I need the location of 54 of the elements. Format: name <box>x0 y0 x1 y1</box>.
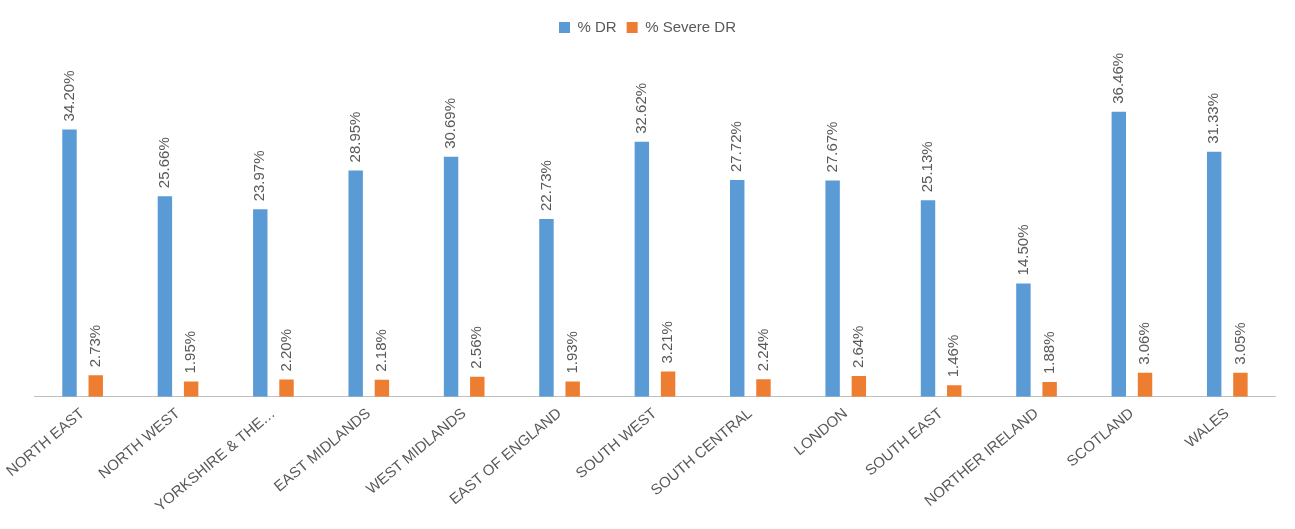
data-label: 1.88% <box>1039 331 1057 375</box>
bar <box>470 376 485 397</box>
bar <box>88 375 103 397</box>
data-label: 2.64% <box>849 325 866 369</box>
bar <box>851 376 867 397</box>
data-label: 3.05% <box>1230 322 1248 365</box>
bar <box>947 385 962 397</box>
bar <box>1111 111 1127 397</box>
bar <box>1206 151 1222 397</box>
data-label: 1.95% <box>181 330 199 374</box>
data-label: 22.73% <box>536 160 554 212</box>
bar <box>825 180 840 397</box>
data-label: 25.66% <box>155 137 173 189</box>
bar <box>443 156 459 397</box>
data-label: 25.13% <box>918 141 936 193</box>
data-label: 1.93% <box>562 331 580 374</box>
bar <box>253 209 268 397</box>
data-label: 27.67% <box>822 121 840 173</box>
bar <box>348 170 363 397</box>
bar <box>565 381 580 397</box>
data-label: 27.72% <box>727 121 745 173</box>
data-label: 28.95% <box>345 111 363 163</box>
bar <box>62 129 77 397</box>
data-label: 14.50% <box>1013 224 1031 276</box>
bar <box>920 200 936 397</box>
data-label: 2.18% <box>372 329 390 372</box>
bar <box>157 196 173 397</box>
bar <box>183 381 199 397</box>
legend-label: % DR <box>577 17 617 35</box>
bar <box>660 371 676 397</box>
bar <box>1137 372 1153 397</box>
data-label: 2.20% <box>276 328 294 372</box>
data-label: 2.73% <box>85 324 103 368</box>
data-label: 32.62% <box>631 82 649 134</box>
data-label: 31.33% <box>1204 92 1222 144</box>
legend-label: % Severe DR <box>645 17 737 35</box>
bar <box>730 180 745 397</box>
data-label: 3.21% <box>658 321 676 364</box>
bar <box>279 379 294 397</box>
bar <box>374 379 390 397</box>
data-label: 3.06% <box>1135 322 1153 365</box>
bar <box>1016 283 1031 397</box>
bar <box>756 379 771 397</box>
data-label: 2.24% <box>753 328 771 372</box>
bar <box>1042 382 1057 397</box>
data-label: 36.46% <box>1108 52 1126 104</box>
bar <box>1233 372 1248 397</box>
data-label: 2.56% <box>467 326 485 369</box>
data-label: 23.97% <box>250 150 268 202</box>
data-label: 1.46% <box>944 334 962 378</box>
bar <box>539 219 554 397</box>
data-label: 30.69% <box>441 97 459 149</box>
data-label: 34.20% <box>59 70 77 122</box>
bar <box>634 141 650 397</box>
